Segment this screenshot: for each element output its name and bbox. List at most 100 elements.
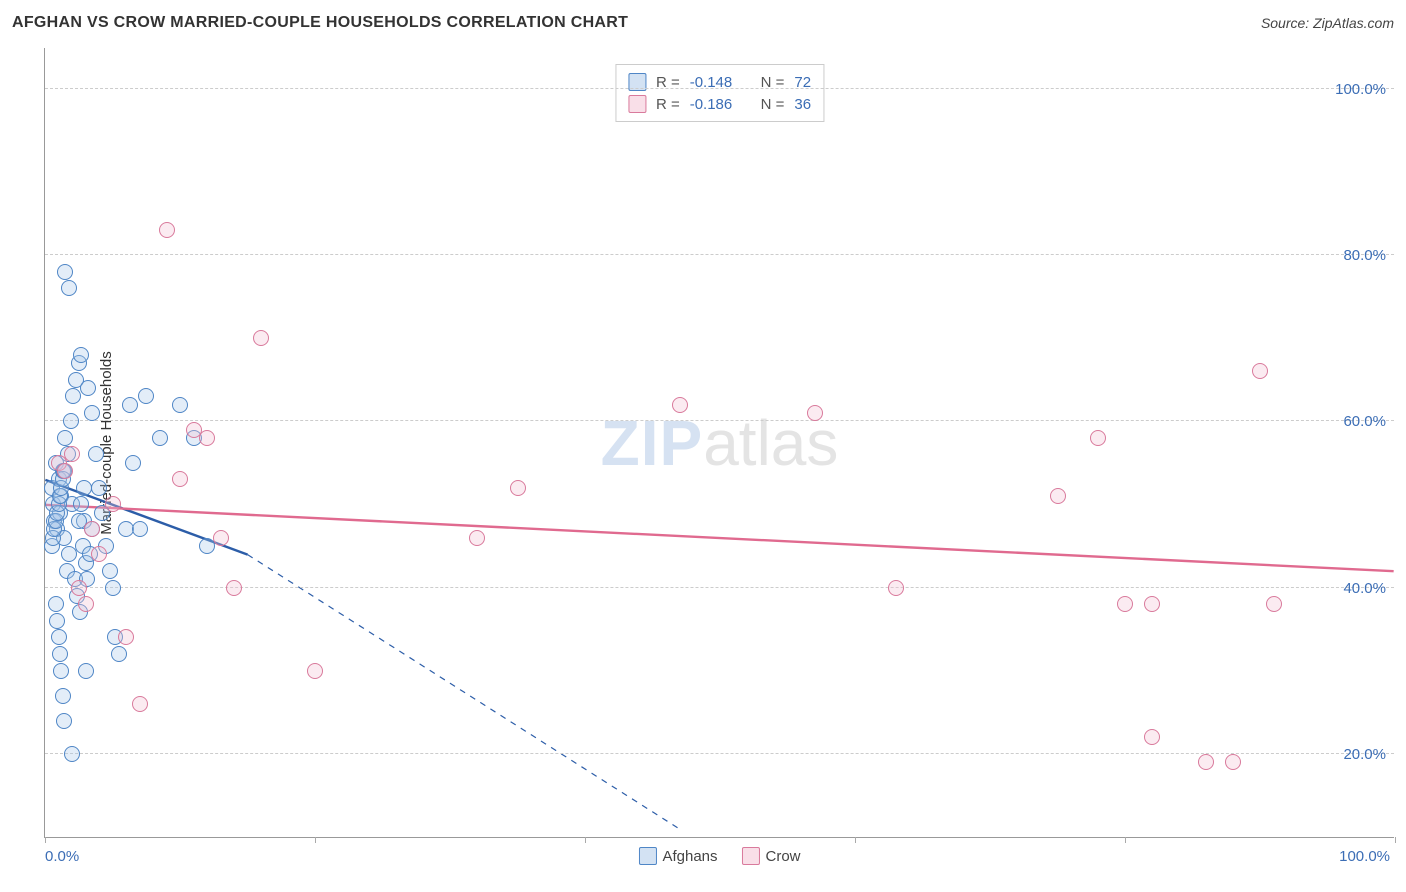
data-point bbox=[49, 613, 65, 629]
x-tick bbox=[315, 837, 316, 843]
x-tick bbox=[855, 837, 856, 843]
data-point bbox=[53, 663, 69, 679]
x-tick-label: 100.0% bbox=[1339, 848, 1390, 865]
data-point bbox=[76, 480, 92, 496]
data-point bbox=[122, 397, 138, 413]
data-point bbox=[111, 646, 127, 662]
data-point bbox=[57, 463, 73, 479]
legend-row: R = -0.148 N = 72 bbox=[628, 71, 811, 93]
data-point bbox=[63, 413, 79, 429]
data-point bbox=[213, 530, 229, 546]
legend-swatch bbox=[628, 95, 646, 113]
data-point bbox=[1144, 729, 1160, 745]
legend-r-label: R = bbox=[656, 96, 680, 113]
data-point bbox=[1252, 363, 1268, 379]
data-point bbox=[105, 580, 121, 596]
legend-label: Afghans bbox=[662, 848, 717, 865]
data-point bbox=[118, 629, 134, 645]
data-point bbox=[105, 496, 121, 512]
legend-label: Crow bbox=[766, 848, 801, 865]
data-point bbox=[1225, 754, 1241, 770]
data-point bbox=[1266, 596, 1282, 612]
data-point bbox=[253, 330, 269, 346]
data-point bbox=[888, 580, 904, 596]
x-tick bbox=[1125, 837, 1126, 843]
data-point bbox=[57, 264, 73, 280]
data-point bbox=[138, 388, 154, 404]
y-tick-label: 80.0% bbox=[1343, 247, 1386, 264]
data-point bbox=[78, 663, 94, 679]
legend-row: R = -0.186 N = 36 bbox=[628, 93, 811, 115]
x-tick bbox=[45, 837, 46, 843]
data-point bbox=[172, 397, 188, 413]
data-point bbox=[73, 496, 89, 512]
legend-r-value: -0.186 bbox=[690, 96, 733, 113]
data-point bbox=[807, 405, 823, 421]
y-tick-label: 20.0% bbox=[1343, 746, 1386, 763]
data-point bbox=[73, 347, 89, 363]
data-point bbox=[91, 546, 107, 562]
gridline-h bbox=[45, 420, 1394, 421]
data-point bbox=[56, 713, 72, 729]
correlation-legend: R = -0.148 N = 72R = -0.186 N = 36 bbox=[615, 64, 824, 122]
data-point bbox=[84, 521, 100, 537]
regression-lines bbox=[45, 48, 1394, 837]
data-point bbox=[71, 580, 87, 596]
y-tick-label: 60.0% bbox=[1343, 413, 1386, 430]
regression-line-dashed bbox=[248, 555, 679, 829]
x-tick bbox=[1395, 837, 1396, 843]
gridline-h bbox=[45, 254, 1394, 255]
data-point bbox=[64, 746, 80, 762]
gridline-h bbox=[45, 753, 1394, 754]
data-point bbox=[307, 663, 323, 679]
series-legend: Afghans Crow bbox=[638, 847, 800, 865]
data-point bbox=[61, 280, 77, 296]
data-point bbox=[88, 446, 104, 462]
data-point bbox=[1050, 488, 1066, 504]
legend-n-label: N = bbox=[761, 96, 785, 113]
scatter-plot: ZIPatlas Married-couple Households R = -… bbox=[44, 48, 1394, 838]
data-point bbox=[65, 388, 81, 404]
legend-item: Afghans bbox=[638, 847, 717, 865]
data-point bbox=[132, 696, 148, 712]
chart-header: AFGHAN VS CROW MARRIED-COUPLE HOUSEHOLDS… bbox=[0, 0, 1406, 40]
data-point bbox=[125, 455, 141, 471]
data-point bbox=[159, 222, 175, 238]
data-point bbox=[57, 430, 73, 446]
chart-title: AFGHAN VS CROW MARRIED-COUPLE HOUSEHOLDS… bbox=[12, 14, 628, 32]
data-point bbox=[84, 405, 100, 421]
legend-swatch bbox=[742, 847, 760, 865]
data-point bbox=[78, 596, 94, 612]
data-point bbox=[52, 646, 68, 662]
data-point bbox=[132, 521, 148, 537]
data-point bbox=[152, 430, 168, 446]
data-point bbox=[51, 629, 67, 645]
data-point bbox=[102, 563, 118, 579]
data-point bbox=[1117, 596, 1133, 612]
data-point bbox=[64, 446, 80, 462]
data-point bbox=[91, 480, 107, 496]
data-point bbox=[226, 580, 242, 596]
gridline-h bbox=[45, 587, 1394, 588]
regression-line bbox=[45, 505, 1393, 571]
y-tick-label: 40.0% bbox=[1343, 580, 1386, 597]
chart-source: Source: ZipAtlas.com bbox=[1261, 15, 1394, 31]
data-point bbox=[199, 430, 215, 446]
legend-item: Crow bbox=[742, 847, 801, 865]
data-point bbox=[55, 688, 71, 704]
data-point bbox=[1144, 596, 1160, 612]
data-point bbox=[1198, 754, 1214, 770]
data-point bbox=[172, 471, 188, 487]
data-point bbox=[80, 380, 96, 396]
gridline-h bbox=[45, 88, 1394, 89]
data-point bbox=[1090, 430, 1106, 446]
data-point bbox=[469, 530, 485, 546]
data-point bbox=[672, 397, 688, 413]
x-tick-label: 0.0% bbox=[45, 848, 79, 865]
watermark: ZIPatlas bbox=[601, 406, 839, 480]
legend-n-value: 36 bbox=[794, 96, 811, 113]
x-tick bbox=[585, 837, 586, 843]
data-point bbox=[510, 480, 526, 496]
y-tick-label: 100.0% bbox=[1335, 81, 1386, 98]
legend-swatch bbox=[638, 847, 656, 865]
